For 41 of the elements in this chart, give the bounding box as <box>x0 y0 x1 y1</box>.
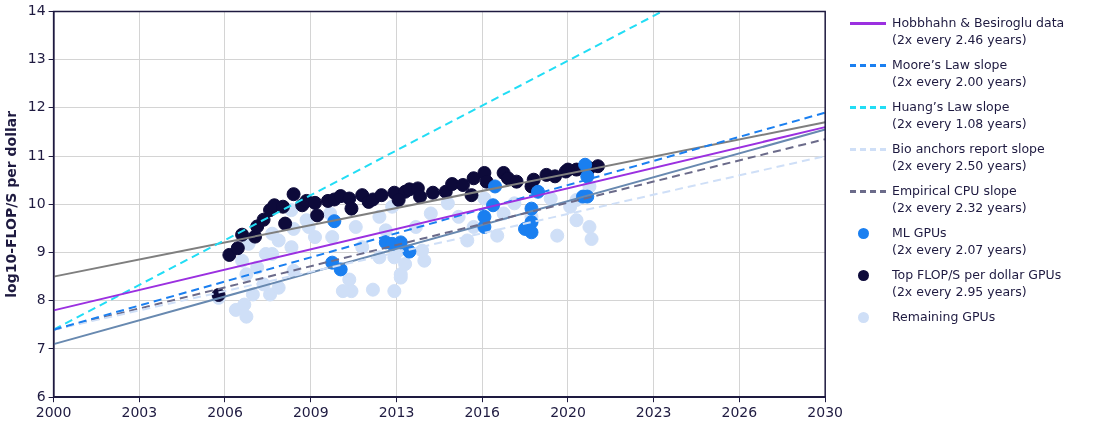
legend-label: Huang’s Law slope (2x every 1.08 years) <box>892 98 1027 132</box>
x-tick-label: 2006 <box>207 404 243 421</box>
point <box>286 187 301 202</box>
x-tick-label: 2003 <box>121 404 158 421</box>
x-tick-label: 2023 <box>635 404 672 421</box>
y-axis-title: log10-FLOP/S per dollar <box>3 110 20 298</box>
point <box>425 185 440 200</box>
y-tick-label: 11 <box>27 146 46 163</box>
point <box>455 178 470 193</box>
point <box>524 225 539 240</box>
point <box>374 188 389 203</box>
legend-label: Bio anchors report slope (2x every 2.50 years) <box>892 140 1045 174</box>
legend-label: Empirical CPU slope (2x every 2.32 years) <box>892 182 1027 216</box>
y-tick-label: 6 <box>36 387 46 404</box>
y-tick-label: 7 <box>36 339 46 356</box>
x-tick-label: 2030 <box>807 404 844 421</box>
x-tick-label: 2016 <box>464 404 501 421</box>
legend-label: Moore’s Law slope (2x every 2.00 years) <box>892 56 1027 90</box>
point <box>275 199 290 214</box>
x-tick-label: 2013 <box>378 404 415 421</box>
x-tick-label: 2009 <box>292 404 329 421</box>
legend-label: Top FLOP/S per dollar GPUs (2x every 2.95 years) <box>892 266 1062 300</box>
point <box>344 201 359 216</box>
point <box>310 208 325 223</box>
y-tick-label: 10 <box>27 194 46 211</box>
y-tick-label: 13 <box>27 50 46 67</box>
point <box>466 171 481 186</box>
point <box>230 241 245 256</box>
point <box>307 195 322 210</box>
x-tick-label: 2000 <box>35 404 72 421</box>
x-tick-label: 2020 <box>550 404 586 421</box>
x-tick-label: 2026 <box>721 404 758 421</box>
y-tick-label: 14 <box>27 2 46 19</box>
legend-label: Remaining GPUs <box>892 308 996 325</box>
legend-label: Hobbhahn & Besiroglu data (2x every 2.46 years) <box>892 14 1065 48</box>
y-tick-label: 9 <box>36 243 46 260</box>
legend-label: ML GPUs (2x every 2.07 years) <box>892 224 1027 258</box>
point <box>278 216 293 231</box>
y-tick-label: 12 <box>27 98 46 115</box>
y-tick-label: 8 <box>36 291 46 308</box>
point <box>413 189 428 204</box>
